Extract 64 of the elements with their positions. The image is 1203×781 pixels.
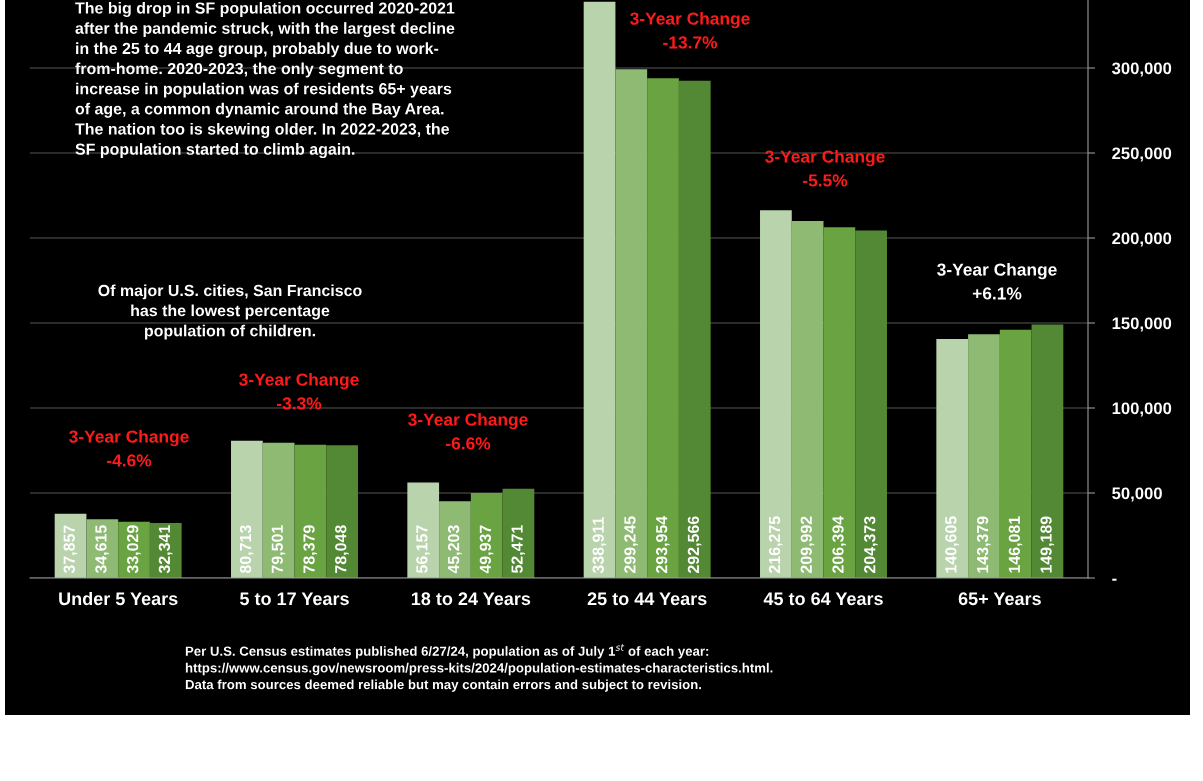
y-tick-label: - [1112,578,1117,581]
y-tick-label: 150,000 [1112,317,1172,332]
annotation: 3-Year Change -6.6% [408,413,528,450]
data-label: 216,275 [768,516,783,574]
x-tick-label: 5 to 17 Years [240,592,349,606]
bar [936,338,969,578]
data-label: 140,605 [945,516,959,573]
data-label: 209,992 [800,516,815,574]
bar [1031,324,1064,578]
annotation: The big drop in SF population occurred 2020-2021 after the pandemic struck, with the largest decline in the 25 to 44 age group, probably due to work- from-home. 2020-2023, the only segment to increase in population was of residents 65+ years of age, a common dynamic around the Bay Area. The nation too is skewing older. In 2022-2023, the SF population started to climb again. [75,2,455,159]
x-tick-label: 25 to 44 Years [587,592,707,606]
x-tick-label: Under 5 Years [59,591,178,606]
x-tick-label: 65+ Years [958,592,1041,606]
bar [999,329,1032,578]
data-label: 37,857 [63,525,78,574]
bar [968,334,1000,578]
text: Per U.S. Census estimates published 6/27/24, population as of July 1$^{st}$ of each year: https://www.census.gov/newsroom/press-kits/2024/population-estimates-characteristics.html. Data from sources deemed reliable but may contain errors and subject to revision. [185,644,773,692]
annotation: 3-Year Change +6.1% [937,263,1057,300]
annotation: 3-Year Change -5.5% [765,150,885,187]
bar [262,442,295,578]
data-label: 149,189 [1040,516,1055,573]
bar [407,482,440,578]
data-label: 56,157 [416,525,430,574]
data-label: 32,341 [158,525,173,574]
annotation: 3-Year Change -13.7% [630,12,750,49]
y-tick-label: 50,000 [1112,487,1162,502]
data-label: 79,501 [271,525,286,573]
bar [678,80,711,578]
data-label: 143,379 [976,516,991,573]
y-tick-label: 200,000 [1112,232,1172,247]
data-label: 146,081 [1008,516,1023,573]
data-label: 338,911 [592,517,607,574]
x-tick-label: 45 to 64 Years [763,592,883,606]
bar [791,221,824,578]
data-label: 206,394 [832,515,846,574]
data-label: 34,615 [95,525,109,574]
data-label: 204,373 [864,516,878,574]
data-label: 33,029 [127,525,141,574]
x-tick-label: 18 to 24 Years [411,592,531,606]
annotation: 3-Year Change -3.3% [239,373,359,410]
bar [470,493,503,578]
data-label: 299,245 [624,516,638,574]
data-label: 78,379 [303,525,317,573]
bar [615,69,648,578]
annotation: 3-Year Change -4.6% [69,430,189,467]
annotation: Of major U.S. cities, San Francisco has the lowest percentage population of children. [98,284,362,340]
bar [760,210,792,578]
bar [231,440,263,578]
y-tick-label: 250,000 [1112,147,1172,162]
y-tick-label: 300,000 [1111,62,1172,77]
bar [647,78,679,578]
data-label: 80,713 [239,525,254,574]
data-label: 45,203 [447,525,462,574]
bar [583,1,616,578]
bar [326,445,358,578]
bar [855,230,887,578]
data-label: 78,048 [335,525,349,573]
data-label: 293,954 [656,515,670,574]
bar [823,227,856,578]
y-tick-label: 100,000 [1112,402,1172,417]
data-label: 49,937 [479,525,494,574]
data-label: 292,566 [687,516,702,574]
data-label: 52,471 [511,525,526,574]
bar [294,444,327,578]
